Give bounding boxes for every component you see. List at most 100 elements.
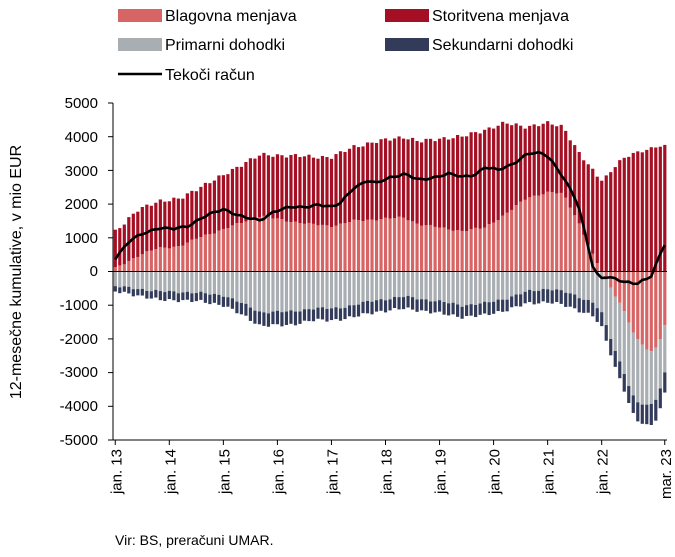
bar-sekundarni [582, 299, 586, 313]
bar-sekundarni [302, 309, 307, 321]
bar-storitvena [190, 190, 194, 240]
bar-storitvena [447, 139, 451, 230]
bar-primarni [158, 271, 162, 292]
bar-sekundarni [424, 299, 428, 311]
bar-sekundarni [631, 395, 635, 413]
x-tick-label: jan. 18 [379, 449, 396, 495]
bar-primarni [302, 271, 307, 310]
legend-swatch-primarni [118, 38, 162, 51]
bar-primarni [622, 311, 626, 375]
bar-primarni [289, 271, 293, 311]
bar-primarni [627, 322, 631, 387]
bar-sekundarni [591, 302, 595, 317]
bar-storitvena [181, 198, 185, 246]
bar-storitvena [149, 205, 153, 251]
bar-primarni [442, 271, 446, 303]
bar-primarni [505, 271, 509, 300]
bar-primarni [640, 344, 644, 405]
bar-blagovna [356, 220, 361, 272]
bar-primarni [172, 271, 176, 292]
bar-storitvena [474, 132, 478, 228]
bar-storitvena [478, 133, 482, 229]
bar-sekundarni [298, 311, 302, 324]
bar-sekundarni [293, 311, 298, 326]
bar-blagovna [284, 221, 289, 272]
bar-sekundarni [217, 294, 221, 305]
bar-primarni [465, 271, 469, 306]
bar-primarni [600, 272, 604, 313]
bar-sekundarni [428, 301, 433, 314]
bar-storitvena [154, 202, 158, 250]
bar-primarni [343, 271, 347, 308]
bar-blagovna [131, 258, 135, 272]
bar-storitvena [253, 158, 257, 219]
bar-storitvena [176, 198, 180, 247]
bar-primarni [460, 271, 464, 307]
bar-blagovna [257, 216, 262, 272]
bar-storitvena [555, 126, 559, 194]
bar-blagovna [550, 192, 554, 272]
bar-storitvena [433, 141, 437, 227]
bar-sekundarni [663, 372, 667, 393]
bar-primarni [415, 271, 419, 300]
bar-primarni [199, 271, 203, 292]
bar-sekundarni [415, 299, 419, 312]
bar-blagovna [136, 256, 140, 272]
bar-storitvena [492, 128, 496, 223]
bar-blagovna [523, 199, 527, 272]
bar-sekundarni [433, 301, 437, 313]
bar-sekundarni [244, 303, 248, 316]
bar-storitvena [591, 168, 595, 254]
bar-primarni [208, 271, 212, 295]
bar-primarni [334, 271, 338, 308]
bar-sekundarni [230, 298, 235, 309]
bar-storitvena [401, 138, 406, 218]
bar-blagovna [235, 223, 239, 272]
bar-primarni [573, 271, 577, 295]
bar-blagovna [334, 225, 338, 272]
bar-storitvena [523, 128, 527, 200]
bar-blagovna [586, 244, 590, 272]
bar-storitvena [208, 183, 212, 235]
bar-storitvena [212, 180, 216, 234]
bar-storitvena [320, 155, 325, 225]
bar-primarni [212, 271, 216, 294]
bar-blagovna [244, 221, 248, 272]
bar-blagovna [266, 216, 271, 272]
bar-sekundarni [275, 310, 280, 325]
bar-blagovna [320, 224, 325, 272]
bar-storitvena [131, 213, 135, 259]
bar-storitvena [311, 157, 316, 224]
bar-storitvena [406, 139, 410, 221]
bar-storitvena [586, 164, 590, 245]
bar-primarni [523, 271, 527, 292]
x-tick-label: jan. 13 [108, 449, 125, 495]
bar-storitvena [460, 136, 464, 231]
bar-blagovna [528, 197, 532, 272]
bar-blagovna [564, 197, 568, 272]
bar-blagovna [122, 264, 126, 272]
bar-sekundarni [645, 404, 649, 425]
bar-primarni [559, 271, 563, 291]
bar-primarni [428, 271, 433, 302]
bar-primarni [437, 271, 442, 301]
bar-blagovna [158, 246, 162, 272]
bar-primarni [604, 279, 608, 326]
bar-blagovna [352, 219, 356, 272]
bar-blagovna [645, 271, 649, 350]
bars [113, 121, 667, 425]
bar-storitvena [388, 140, 392, 219]
bar-blagovna [451, 230, 455, 272]
bar-blagovna [514, 205, 518, 272]
bar-storitvena [410, 137, 415, 222]
bar-sekundarni [505, 299, 509, 312]
bar-storitvena [550, 124, 554, 193]
bar-blagovna [618, 271, 622, 303]
bar-sekundarni [280, 312, 284, 327]
bar-blagovna [577, 223, 581, 272]
bar-primarni [248, 271, 253, 308]
bar-storitvena [654, 147, 658, 272]
bar-sekundarni [465, 305, 469, 316]
bar-primarni [352, 271, 356, 306]
bar-primarni [528, 271, 532, 290]
